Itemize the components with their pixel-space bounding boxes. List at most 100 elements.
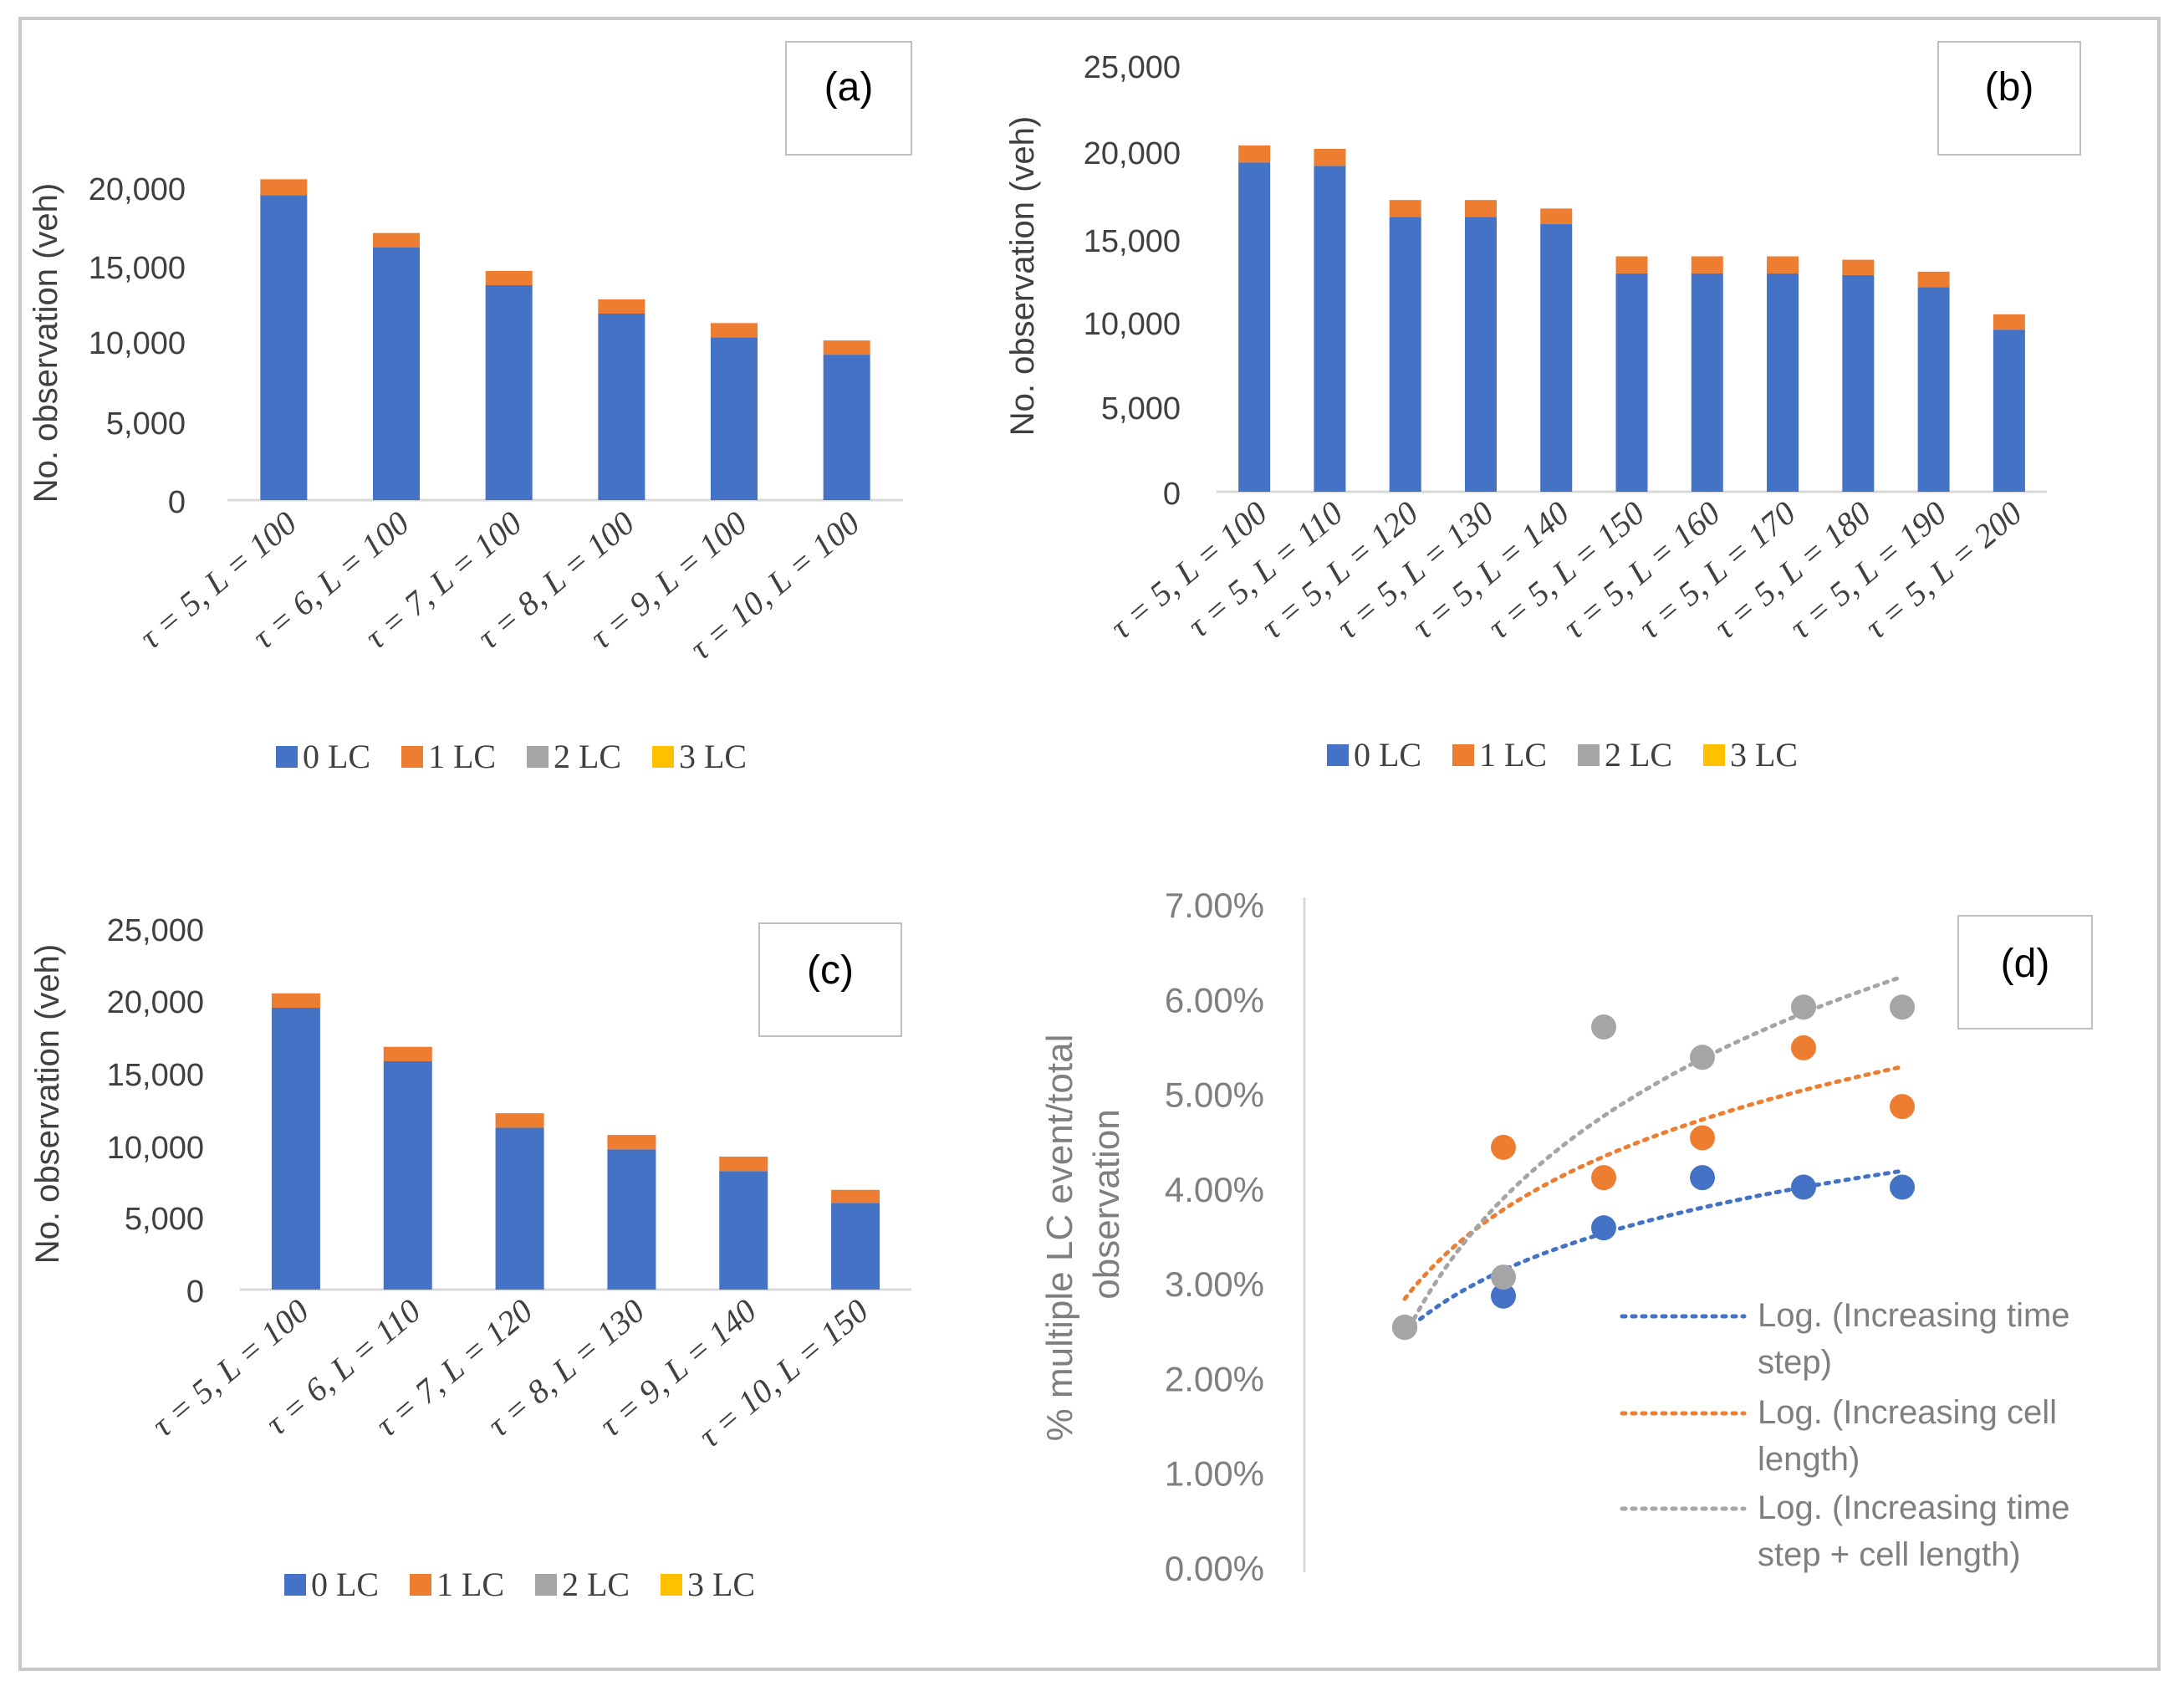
legend-swatch-0-lc [284,1574,306,1596]
bar-1-lc-6 [831,1189,880,1203]
trendline-increasing-time-step-cell-length [1402,974,1905,1339]
legend-label-2-lc: 2 LC [554,738,621,775]
point-increasing-cell-length-6 [1890,1094,1915,1120]
bar-1-lc-4 [607,1135,656,1150]
bar-1-lc-8 [1767,256,1799,273]
bar-0-lc-4 [607,1149,656,1290]
chart-panel-a: 0 5,000 10,000 15,000 20,000 No. observation … [28,41,912,775]
y-tick-label: 15,000 [1084,224,1181,259]
trendline-increasing-time-step [1402,1168,1905,1335]
y-tick-label: 0 [186,1275,204,1310]
bar-1-lc-4 [1464,200,1497,217]
point-increasing-cell-length-5 [1791,1035,1816,1060]
bar-1-lc-5 [1540,208,1573,224]
bar-0-lc-9 [1842,274,1875,492]
legend-label-increasing-cell-length-line-2: length) [1758,1441,1860,1478]
bar-0-lc-3 [495,1127,544,1290]
bar-1-lc-2 [373,232,420,248]
legend-label-0-lc: 0 LC [311,1566,379,1603]
bar-0-lc-1 [260,195,308,501]
legend-label-0-lc: 0 LC [1354,736,1421,774]
bar-1-lc-2 [383,1046,432,1061]
panel-label: (c) [807,948,854,993]
legend-swatch-1-lc [410,1574,431,1596]
bar-0-lc-3 [1389,217,1421,492]
bar-0-lc-6 [831,1203,880,1290]
panel-label-box [1937,41,2081,156]
bar-0-lc-11 [1993,330,2025,492]
bar-1-lc-7 [1691,256,1723,273]
bar-1-lc-11 [1993,314,2025,330]
y-tick-label: 10,000 [89,326,186,361]
y-tick-label: 0 [1163,477,1181,512]
y-tick-label: 25,000 [107,913,204,948]
y-tick-label: 2.00% [1165,1359,1264,1398]
trendline-increasing-cell-length [1402,1065,1905,1301]
point-increasing-time-step-4 [1690,1165,1715,1191]
bar-0-lc-2 [1314,166,1346,493]
panel-label: (d) [2001,942,2050,986]
legend-label-3-lc: 3 LC [679,738,747,775]
bar-1-lc-1 [260,179,308,196]
figure-frame [18,17,2161,1671]
point-increasing-time-step-cell-length-5 [1791,994,1816,1020]
legend-label-increasing-time-step-line-1: Log. (Increasing time [1758,1297,2070,1334]
legend-swatch-1-lc [401,746,423,768]
legend-swatch-3-lc [661,1574,682,1596]
bar-1-lc-4 [598,299,646,314]
point-increasing-cell-length-3 [1591,1165,1616,1191]
legend-label-1-lc: 1 LC [1479,736,1547,774]
y-tick-label: 20,000 [107,985,204,1020]
bar-1-lc-1 [1238,145,1271,163]
bar-0-lc-8 [1767,273,1799,492]
y-tick-label: 5,000 [1101,391,1181,427]
bar-0-lc-10 [1917,287,1950,492]
y-axis-title-line-2: observation [1086,1109,1127,1299]
bar-0-lc-5 [719,1171,768,1290]
legend-label-increasing-time-step-cell-length-line-1: Log. (Increasing time [1758,1489,2070,1526]
y-tick-label: 3.00% [1165,1264,1264,1304]
point-increasing-time-step-cell-length-3 [1591,1014,1616,1040]
legend-swatch-0-lc [276,746,298,768]
panel-label-box [785,41,912,156]
bar-0-lc-1 [1238,162,1271,492]
bar-1-lc-3 [1389,200,1421,217]
legend-label-increasing-cell-length-line-1: Log. (Increasing cell [1758,1394,2057,1431]
bar-0-lc-7 [1691,273,1723,492]
point-increasing-cell-length-2 [1491,1134,1516,1160]
point-increasing-time-step-2 [1491,1283,1516,1309]
bar-0-lc-6 [1615,273,1648,492]
y-tick-label: 15,000 [107,1058,204,1093]
bar-1-lc-6 [823,340,870,355]
y-tick-label: 1.00% [1165,1454,1264,1494]
point-increasing-time-step-3 [1591,1215,1616,1241]
legend-label-increasing-time-step-line-2: step) [1758,1344,1832,1381]
legend-label-3-lc: 3 LC [1730,736,1798,774]
y-axis-title: No. observation (veh) [1004,116,1041,436]
legend-swatch-3-lc [652,746,674,768]
y-tick-label: 5.00% [1165,1075,1264,1115]
bar-1-lc-6 [1615,256,1648,273]
y-tick-label: 20,000 [1084,136,1181,171]
legend-swatch-2-lc [535,1574,557,1596]
bar-0-lc-2 [383,1060,432,1290]
bar-1-lc-9 [1842,259,1875,275]
bar-0-lc-4 [598,313,646,500]
bar-1-lc-3 [495,1113,544,1128]
y-axis-title: No. observation (veh) [29,944,66,1264]
panel-label-box [1957,915,2093,1029]
y-tick-label: 7.00% [1165,886,1264,925]
bar-1-lc-10 [1917,271,1950,288]
bar-0-lc-2 [373,247,420,500]
point-increasing-time-step-6 [1890,1174,1915,1200]
point-increasing-time-step-cell-length-6 [1890,994,1915,1020]
chart-panel-c: 0 5,000 10,000 15,000 20,000 25,000 No. observ… [29,913,911,1603]
legend-label-3-lc: 3 LC [687,1566,755,1603]
y-tick-label: 0 [168,485,186,520]
y-axis-title: No. observation (veh) [28,183,64,503]
bar-1-lc-2 [1314,148,1346,166]
point-increasing-cell-length-4 [1690,1125,1715,1151]
panel-label-box [758,922,902,1037]
bar-0-lc-5 [1540,223,1573,492]
